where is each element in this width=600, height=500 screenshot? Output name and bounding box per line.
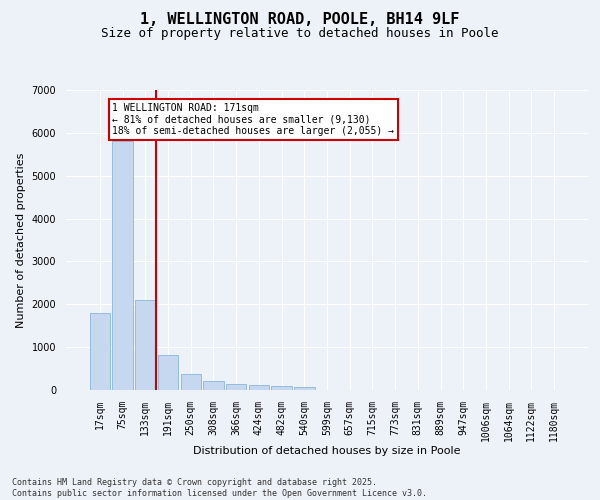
Bar — [158, 355, 178, 390]
Text: 1 WELLINGTON ROAD: 171sqm
← 81% of detached houses are smaller (9,130)
18% of se: 1 WELLINGTON ROAD: 171sqm ← 81% of detac… — [112, 103, 394, 136]
Bar — [248, 386, 269, 390]
Text: Contains HM Land Registry data © Crown copyright and database right 2025.
Contai: Contains HM Land Registry data © Crown c… — [12, 478, 427, 498]
Bar — [226, 384, 247, 390]
Bar — [203, 381, 224, 390]
Bar — [271, 386, 292, 390]
X-axis label: Distribution of detached houses by size in Poole: Distribution of detached houses by size … — [193, 446, 461, 456]
Bar — [135, 300, 155, 390]
Bar — [90, 313, 110, 390]
Bar — [294, 388, 314, 390]
Bar — [112, 140, 133, 390]
Y-axis label: Number of detached properties: Number of detached properties — [16, 152, 26, 328]
Bar — [181, 374, 201, 390]
Text: Size of property relative to detached houses in Poole: Size of property relative to detached ho… — [101, 28, 499, 40]
Text: 1, WELLINGTON ROAD, POOLE, BH14 9LF: 1, WELLINGTON ROAD, POOLE, BH14 9LF — [140, 12, 460, 28]
